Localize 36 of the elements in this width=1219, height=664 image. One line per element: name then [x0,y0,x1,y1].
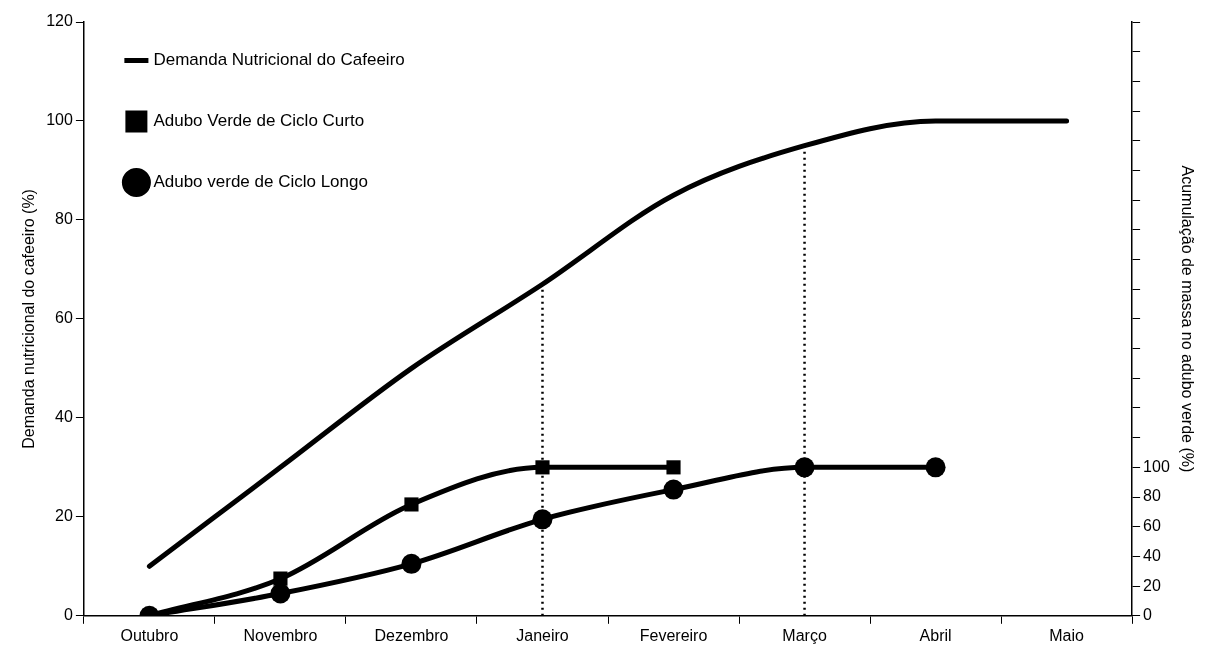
y-tick-label: 20 [55,507,73,525]
y2-tick-label: 80 [1143,487,1161,505]
y-tick-label: 40 [55,408,73,426]
point [404,497,419,512]
x-tick-label: Abril [919,626,952,644]
x-tick-label: Dezembro [374,626,449,644]
point [401,553,422,574]
x-tick-label: Fevereiro [639,626,708,644]
y2-tick-label: 0 [1143,606,1153,624]
legend-label: Adubo Verde de Ciclo Curto [153,111,365,131]
point [273,571,288,586]
y-axis-title: Demanda nutricional do cafeeiro (%) [20,189,38,449]
x-tick-label: Maio [1049,626,1085,644]
y-tick-label: 120 [46,12,73,30]
point [794,457,815,478]
y2-tick-label: 60 [1143,517,1161,535]
x-tick-label: Novembro [243,626,318,644]
point [270,583,291,604]
legend-label: Adubo verde de Ciclo Longo [153,172,368,192]
point [666,460,681,475]
y-tick-label: 0 [63,606,73,624]
x-tick-label: Janeiro [516,626,569,644]
y2-tick-label: 40 [1143,546,1161,564]
point [925,457,946,478]
x-tick-label: Outubro [120,626,179,644]
y2-tick-label: 100 [1143,457,1170,475]
x-tick-label: Março [782,626,827,644]
point [535,460,550,475]
y-tick-label: 100 [46,111,73,129]
point [532,509,553,530]
y2-axis-title: Acumulação de massa no adubo verde (%) [1178,165,1196,473]
y-tick-label: 60 [55,309,73,327]
legend-label: Demanda Nutricional do Cafeeiro [153,50,405,70]
point [663,479,684,500]
y-tick-label: 80 [55,210,73,228]
y2-tick-label: 20 [1143,576,1161,594]
